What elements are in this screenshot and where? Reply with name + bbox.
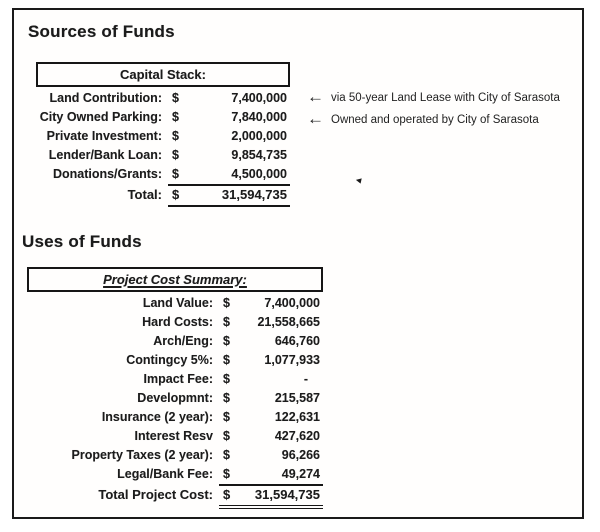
- row-label: Donations/Grants:: [52, 167, 162, 181]
- row-label: City Owned Parking:: [39, 110, 162, 124]
- uses-of-funds-heading: Uses of Funds: [22, 232, 142, 251]
- table-row: Donations/Grants: $4,500,000: [36, 165, 290, 186]
- total-amount: 31,594,735: [254, 487, 320, 502]
- row-amount: 4,500,000: [231, 167, 287, 181]
- capital-stack-title: Capital Stack:: [120, 67, 206, 82]
- total-row: Total: $31,594,735: [36, 184, 290, 207]
- row-label: Arch/Eng:: [153, 334, 213, 348]
- annotation-city-operated: ← Owned and operated by City of Sarasota: [307, 109, 539, 128]
- currency-symbol: $: [223, 429, 230, 443]
- project-cost-summary-table: Project Cost Summary: Land Value: $7,400…: [27, 267, 323, 509]
- row-label: Interest Resv: [134, 429, 213, 443]
- currency-symbol: $: [172, 91, 179, 105]
- table-row: Arch/Eng: $646,760: [27, 332, 323, 351]
- currency-symbol: $: [223, 487, 231, 502]
- row-label: Land Contribution:: [49, 91, 162, 105]
- table-row: City Owned Parking: $7,840,000: [36, 108, 290, 127]
- currency-symbol: $: [172, 148, 179, 162]
- row-label: Hard Costs:: [142, 315, 213, 329]
- row-label: Lender/Bank Loan:: [48, 148, 162, 162]
- left-arrow-icon: ←: [307, 109, 324, 128]
- currency-symbol: $: [223, 448, 230, 462]
- row-amount: 49,274: [281, 467, 320, 481]
- row-amount: 21,558,665: [257, 315, 320, 329]
- stray-cursor-arrow-icon: ◄: [353, 174, 364, 186]
- row-label: Legal/Bank Fee:: [117, 467, 213, 481]
- row-amount: 96,266: [281, 448, 320, 462]
- currency-symbol: $: [223, 334, 230, 348]
- row-amount: 7,400,000: [264, 296, 320, 310]
- currency-symbol: $: [223, 467, 230, 481]
- row-amount: 427,620: [274, 429, 320, 443]
- annotation-text: via 50-year Land Lease with City of Sara…: [331, 91, 560, 104]
- row-amount: -: [303, 372, 308, 386]
- total-label: Total Project Cost:: [98, 487, 213, 502]
- currency-symbol: $: [172, 167, 179, 181]
- currency-symbol: $: [223, 353, 230, 367]
- project-cost-summary-title: Project Cost Summary:: [103, 272, 247, 287]
- row-amount: 646,760: [274, 334, 320, 348]
- document-border: Sources of Funds Capital Stack: Land Con…: [12, 8, 584, 519]
- table-row: Hard Costs: $21,558,665: [27, 313, 323, 332]
- annotation-text: Owned and operated by City of Sarasota: [331, 113, 539, 126]
- left-arrow-icon: ←: [307, 87, 324, 106]
- currency-symbol: $: [172, 129, 179, 143]
- row-amount: 7,840,000: [231, 110, 287, 124]
- currency-symbol: $: [223, 372, 230, 386]
- total-label: Total:: [127, 187, 162, 202]
- row-label: Land Value:: [142, 296, 213, 310]
- currency-symbol: $: [223, 296, 230, 310]
- table-row: Impact Fee: $ -: [27, 370, 323, 389]
- row-label: Developmnt:: [137, 391, 213, 405]
- table-row: Private Investment: $2,000,000: [36, 127, 290, 146]
- row-label: Contingcy 5%:: [126, 353, 213, 367]
- table-row: Property Taxes (2 year): $96,266: [27, 446, 323, 465]
- row-label: Insurance (2 year):: [101, 410, 213, 424]
- row-amount: 9,854,735: [231, 148, 287, 162]
- project-cost-summary-header: Project Cost Summary:: [27, 267, 323, 292]
- row-label: Property Taxes (2 year):: [71, 448, 214, 462]
- table-row: Land Contribution: $7,400,000: [36, 89, 290, 108]
- table-row: Interest Resv $427,620: [27, 427, 323, 446]
- table-row: Contingcy 5%: $1,077,933: [27, 351, 323, 370]
- row-amount: 215,587: [274, 391, 320, 405]
- row-amount: 122,631: [274, 410, 320, 424]
- row-amount: 2,000,000: [231, 129, 287, 143]
- annotation-land-lease: ← via 50-year Land Lease with City of Sa…: [307, 87, 560, 106]
- row-label: Private Investment:: [46, 129, 162, 143]
- currency-symbol: $: [223, 391, 230, 405]
- capital-stack-table: Capital Stack: Land Contribution: $7,400…: [36, 62, 290, 207]
- row-label: Impact Fee:: [143, 372, 213, 386]
- currency-symbol: $: [172, 187, 180, 202]
- total-amount: 31,594,735: [221, 187, 287, 202]
- table-row: Developmnt: $215,587: [27, 389, 323, 408]
- currency-symbol: $: [223, 410, 230, 424]
- row-amount: 7,400,000: [231, 91, 287, 105]
- table-row: Lender/Bank Loan: $9,854,735: [36, 146, 290, 165]
- total-row: Total Project Cost: $31,594,735: [27, 484, 323, 509]
- table-row: Legal/Bank Fee: $49,274: [27, 465, 323, 486]
- currency-symbol: $: [223, 315, 230, 329]
- table-row: Land Value: $7,400,000: [27, 294, 323, 313]
- sources-of-funds-heading: Sources of Funds: [28, 22, 175, 41]
- table-row: Insurance (2 year): $122,631: [27, 408, 323, 427]
- capital-stack-header: Capital Stack:: [36, 62, 290, 87]
- currency-symbol: $: [172, 110, 179, 124]
- row-amount: 1,077,933: [264, 353, 320, 367]
